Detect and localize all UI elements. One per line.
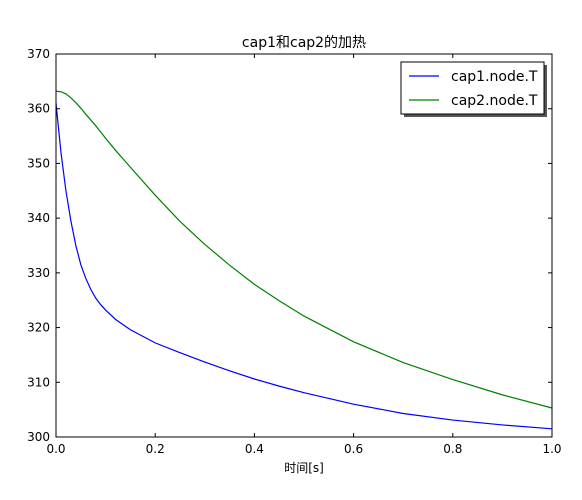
x-tick-label: 0.4 [245, 442, 264, 456]
y-tick-label: 350 [27, 156, 50, 170]
x-tick-label: 0.2 [146, 442, 165, 456]
x-tick-label: 0.6 [344, 442, 363, 456]
x-tick-label: 1.0 [542, 442, 561, 456]
y-tick-label: 320 [27, 321, 50, 335]
x-axis-label: 时间[s] [284, 461, 324, 475]
y-tick-label: 340 [27, 211, 50, 225]
chart-title: cap1和cap2的加热 [242, 35, 366, 51]
legend-label-1: cap1.node.T [451, 69, 538, 85]
y-tick-label: 370 [27, 47, 50, 61]
x-tick-label: 0.8 [443, 442, 462, 456]
legend: cap1.node.T cap2.node.T [400, 61, 547, 117]
series-line-2 [55, 90, 553, 409]
legend-box [400, 61, 545, 115]
y-tick-label: 360 [27, 102, 50, 116]
x-tick-label: 0.0 [46, 442, 65, 456]
plot-frame [55, 53, 553, 438]
y-tick-label: 330 [27, 266, 50, 280]
y-tick-label: 310 [27, 375, 50, 389]
y-tick-label: 300 [27, 430, 50, 444]
legend-label-2: cap2.node.T [451, 93, 538, 109]
plot-area [55, 90, 553, 430]
series-line-1 [55, 103, 553, 430]
axis-ticks: 0.0 0.2 0.4 0.6 0.8 1.0 300 310 320 330 340 350 360 3… [27, 47, 561, 456]
